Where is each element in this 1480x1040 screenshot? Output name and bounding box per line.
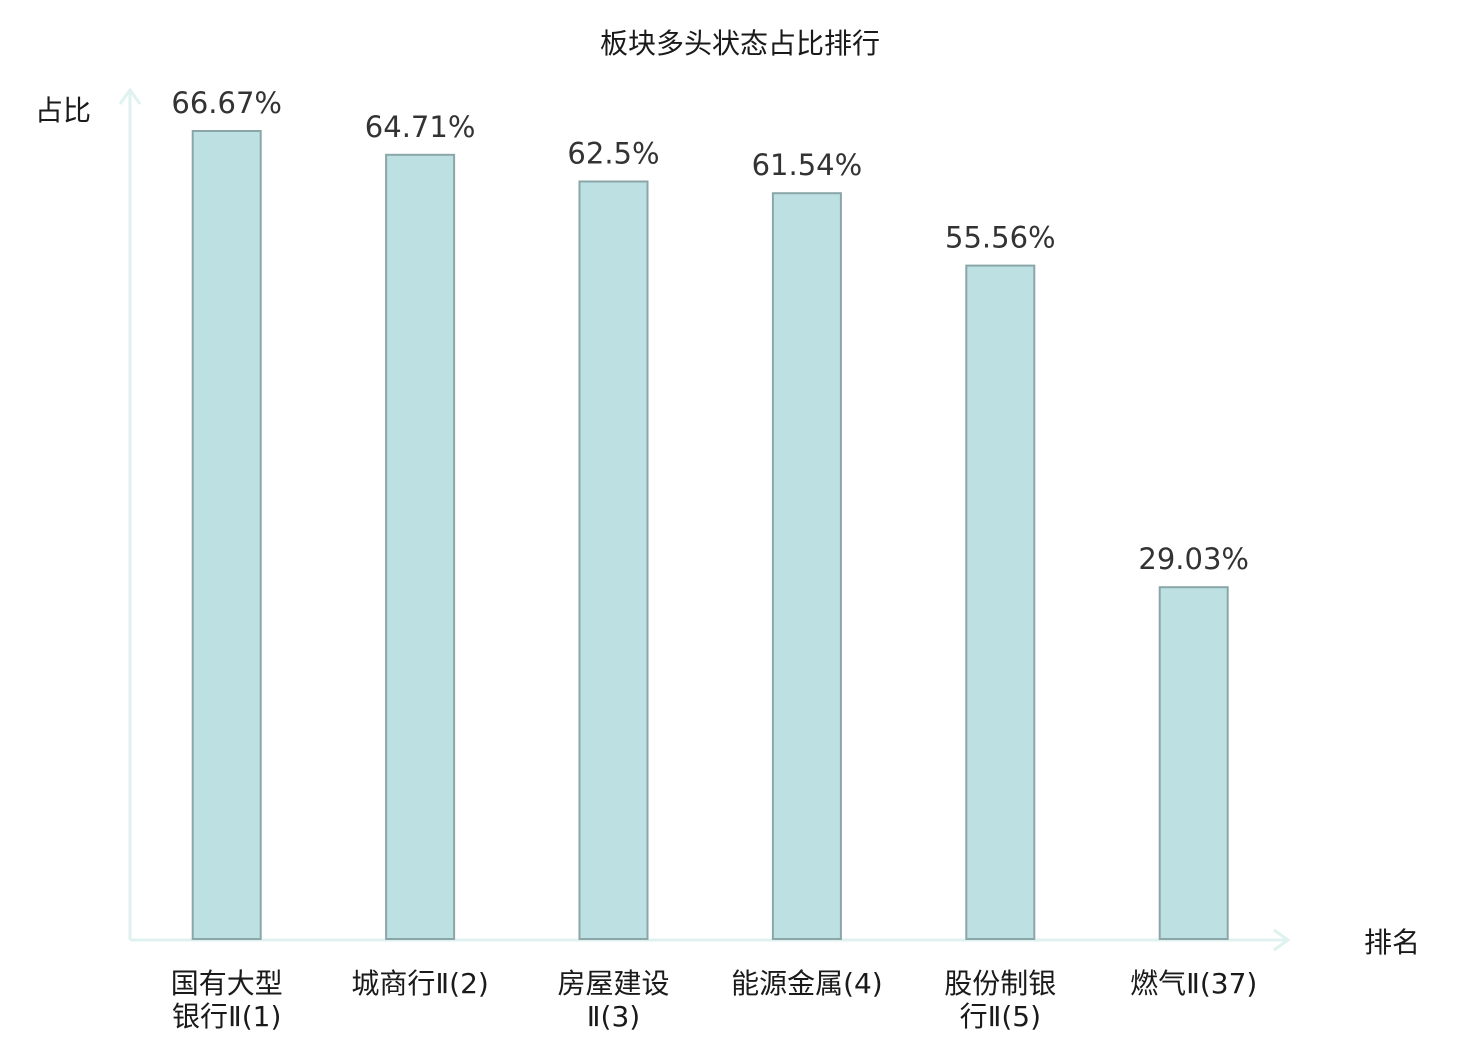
category-label-line: 股份制银 [944,967,1056,1000]
category-label-line: 能源金属(4) [731,967,883,1000]
bar-6 [1158,586,1229,940]
chart-title: 板块多头状态占比排行 [600,27,880,60]
category-label-line: 银行Ⅱ(1) [172,1000,281,1033]
y-axis-title: 占比 [35,94,91,127]
x-axis-title: 排名 [1364,926,1420,959]
value-label-1: 66.67% [171,86,282,120]
category-label-line: 城商行Ⅱ(2) [351,967,488,1000]
bars-group [191,130,1229,941]
value-label-4: 61.54% [752,148,863,182]
value-labels-group: 66.67% 64.71% 62.5% 61.54% 55.56% 29.03% [171,86,1249,576]
x-axis-arrow-icon [1273,928,1291,952]
value-label-3: 62.5% [567,137,659,171]
bar-5 [965,264,1036,941]
category-label-4: 能源金属(4) [731,967,883,1000]
value-label-5: 55.56% [945,221,1056,255]
bar-2 [385,153,456,941]
category-label-line: 燃气Ⅱ(37) [1130,967,1257,1000]
category-label-line: 行Ⅱ(5) [960,1000,1041,1033]
bar-1 [191,130,262,940]
category-label-1: 国有大型银行Ⅱ(1) [171,967,283,1033]
value-label-6: 29.03% [1138,542,1249,576]
category-label-line: 房屋建设 [557,967,669,1000]
category-label-5: 股份制银行Ⅱ(5) [944,967,1056,1033]
value-label-2: 64.71% [365,110,476,144]
category-label-2: 城商行Ⅱ(2) [351,967,488,1000]
category-label-line: 国有大型 [171,967,283,1000]
bar-3 [578,180,649,940]
y-axis-arrow-icon [118,87,142,105]
category-labels-group: 国有大型银行Ⅱ(1) 城商行Ⅱ(2) 房屋建设 Ⅱ(3) 能源金属(4) 股份制银行Ⅱ(5… [171,967,1258,1033]
category-label-line: Ⅱ(3) [587,1000,640,1033]
bar-4 [771,192,842,940]
category-label-3: 房屋建设 Ⅱ(3) [557,967,669,1033]
category-label-6: 燃气Ⅱ(37) [1130,967,1257,1000]
